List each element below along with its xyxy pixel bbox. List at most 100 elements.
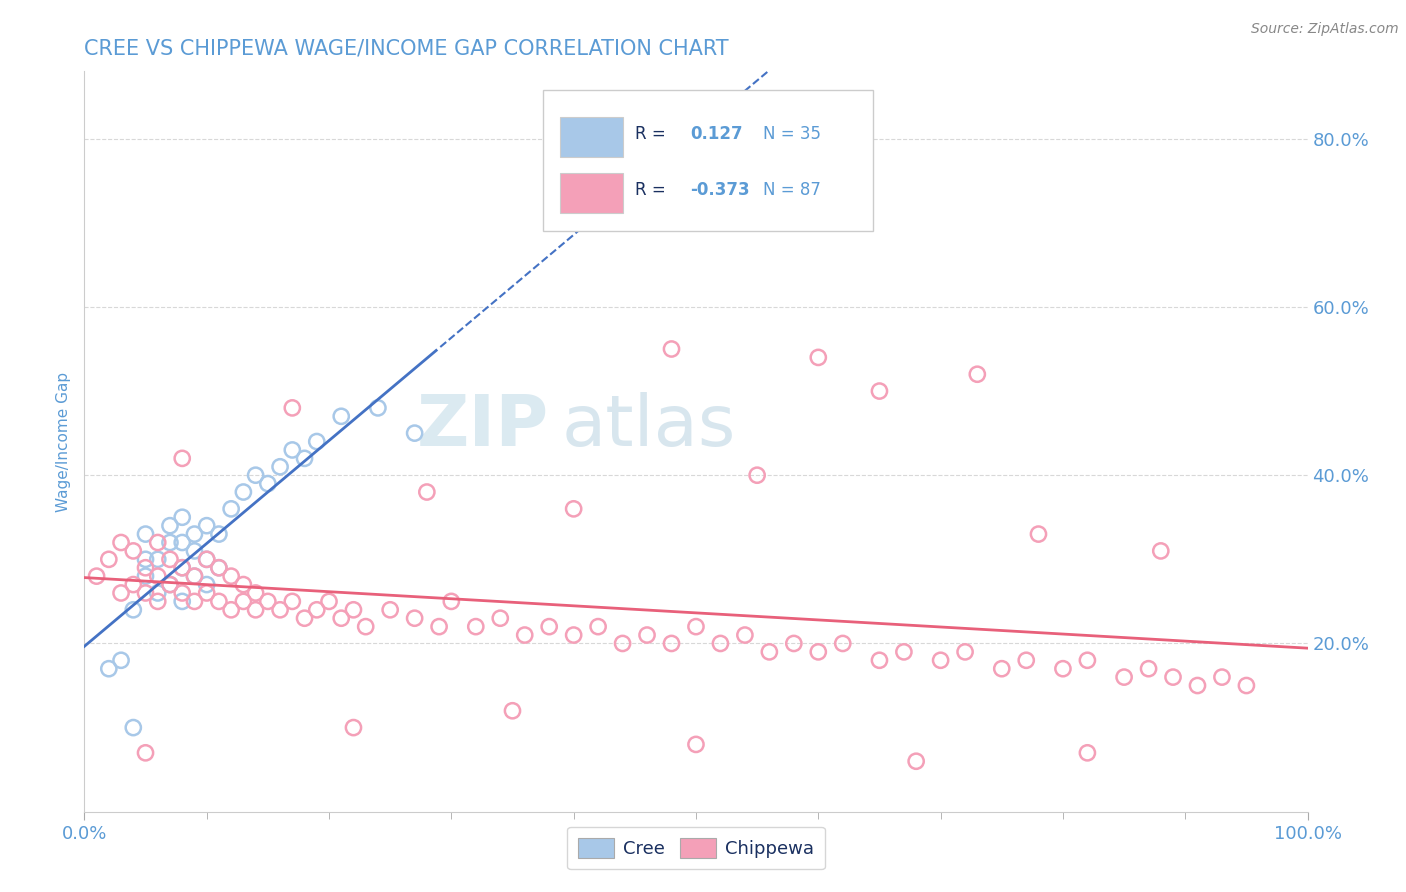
Point bbox=[831, 636, 853, 650]
Point bbox=[245, 468, 267, 483]
Point bbox=[562, 501, 585, 516]
Point bbox=[172, 510, 194, 524]
Point bbox=[135, 560, 157, 574]
Point bbox=[330, 409, 353, 424]
Point bbox=[991, 662, 1014, 676]
Point bbox=[183, 569, 205, 583]
Point bbox=[159, 535, 181, 549]
Text: 0.127: 0.127 bbox=[690, 125, 742, 144]
Point bbox=[734, 628, 756, 642]
Text: Source: ZipAtlas.com: Source: ZipAtlas.com bbox=[1251, 22, 1399, 37]
Point bbox=[513, 628, 536, 642]
Point bbox=[232, 594, 254, 608]
Point bbox=[172, 586, 194, 600]
Point bbox=[464, 619, 486, 633]
Point bbox=[636, 628, 658, 642]
Point bbox=[367, 401, 389, 415]
Point bbox=[1211, 670, 1233, 684]
Point bbox=[869, 653, 891, 667]
FancyBboxPatch shape bbox=[560, 173, 623, 213]
Point bbox=[440, 594, 463, 608]
Point bbox=[208, 560, 231, 574]
Point bbox=[586, 619, 609, 633]
Text: N = 87: N = 87 bbox=[763, 181, 821, 199]
Point bbox=[966, 368, 988, 382]
Point bbox=[232, 577, 254, 591]
Point bbox=[146, 552, 169, 566]
Point bbox=[489, 611, 512, 625]
Point bbox=[1015, 653, 1038, 667]
Point bbox=[257, 476, 280, 491]
Text: R =: R = bbox=[636, 125, 665, 144]
Point bbox=[110, 586, 132, 600]
Point bbox=[122, 544, 145, 558]
Point bbox=[172, 594, 194, 608]
Point bbox=[122, 603, 145, 617]
Point bbox=[661, 342, 683, 356]
Text: CREE VS CHIPPEWA WAGE/INCOME GAP CORRELATION CHART: CREE VS CHIPPEWA WAGE/INCOME GAP CORRELA… bbox=[84, 38, 728, 59]
Text: N = 35: N = 35 bbox=[763, 125, 821, 144]
Point bbox=[159, 577, 181, 591]
Point bbox=[146, 569, 169, 583]
Point bbox=[404, 426, 426, 441]
Point bbox=[305, 434, 328, 449]
Point bbox=[172, 451, 194, 466]
Point bbox=[758, 645, 780, 659]
Point bbox=[257, 594, 280, 608]
Point bbox=[1076, 653, 1098, 667]
Point bbox=[612, 636, 634, 650]
Point bbox=[281, 594, 304, 608]
Point bbox=[208, 527, 231, 541]
Point bbox=[110, 653, 132, 667]
Point bbox=[122, 721, 145, 735]
Point bbox=[342, 603, 364, 617]
Point bbox=[1028, 527, 1050, 541]
Point bbox=[747, 468, 769, 483]
Point bbox=[416, 485, 439, 500]
Text: ZIP: ZIP bbox=[418, 392, 550, 461]
Point bbox=[869, 384, 891, 398]
Point bbox=[146, 586, 169, 600]
Point bbox=[281, 442, 304, 457]
Point bbox=[502, 704, 524, 718]
Point bbox=[97, 662, 120, 676]
Point bbox=[122, 577, 145, 591]
Point bbox=[929, 653, 952, 667]
Point bbox=[305, 603, 328, 617]
Point bbox=[208, 560, 231, 574]
Point bbox=[281, 401, 304, 415]
Point bbox=[97, 552, 120, 566]
Point bbox=[135, 569, 157, 583]
Point bbox=[380, 603, 402, 617]
Point bbox=[1114, 670, 1136, 684]
Point bbox=[172, 560, 194, 574]
Point bbox=[330, 611, 353, 625]
Point bbox=[905, 754, 928, 768]
Point bbox=[1236, 679, 1258, 693]
Point bbox=[685, 619, 707, 633]
Point bbox=[562, 628, 585, 642]
Point bbox=[183, 544, 205, 558]
Point bbox=[404, 611, 426, 625]
Point bbox=[146, 594, 169, 608]
Point bbox=[195, 552, 218, 566]
Point bbox=[1052, 662, 1074, 676]
Point bbox=[135, 527, 157, 541]
Point bbox=[807, 645, 830, 659]
Point bbox=[318, 594, 340, 608]
Point bbox=[183, 569, 205, 583]
Point bbox=[953, 645, 976, 659]
Point bbox=[219, 501, 242, 516]
Point bbox=[159, 577, 181, 591]
Point bbox=[195, 586, 218, 600]
Point bbox=[208, 594, 231, 608]
Point bbox=[354, 619, 377, 633]
Point bbox=[427, 619, 450, 633]
Point bbox=[195, 518, 218, 533]
Point bbox=[893, 645, 915, 659]
Point bbox=[1150, 544, 1173, 558]
Point bbox=[294, 611, 316, 625]
Point bbox=[135, 746, 157, 760]
Point bbox=[1137, 662, 1160, 676]
Point bbox=[146, 535, 169, 549]
